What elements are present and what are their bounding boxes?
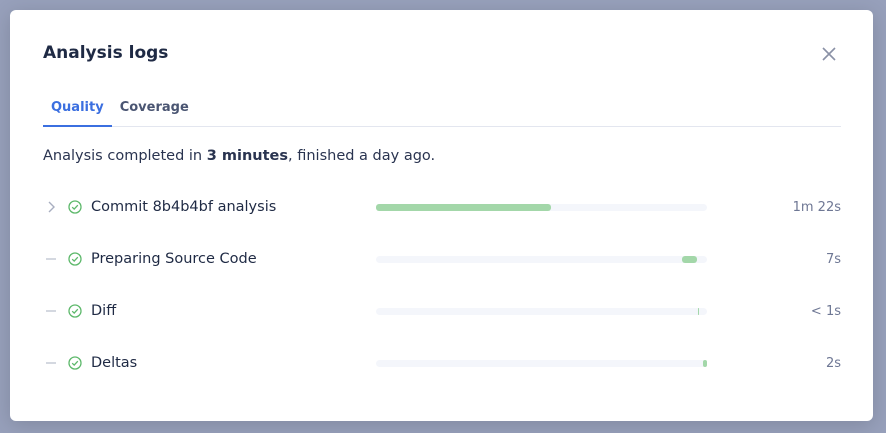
tab-bar: Quality Coverage [43, 96, 841, 127]
timeline-track [376, 203, 707, 211]
log-row: Preparing Source Code 7s [43, 247, 841, 271]
summary-suffix: , finished a day ago. [288, 148, 436, 164]
timeline-track [376, 307, 707, 315]
chevron-right-icon[interactable] [43, 199, 59, 215]
check-circle-icon [68, 200, 82, 214]
analysis-logs-modal: Analysis logs Quality Coverage Analysis … [10, 10, 873, 421]
timeline-track [376, 359, 707, 367]
log-row-label: Commit 8b4b4bf analysis [91, 199, 277, 215]
modal-title: Analysis logs [43, 43, 169, 63]
log-row-label: Deltas [91, 355, 138, 371]
tab-quality[interactable]: Quality [43, 96, 112, 127]
log-row[interactable]: Commit 8b4b4bf analysis 1m 22s [43, 195, 841, 219]
close-icon[interactable] [820, 45, 838, 63]
dash-icon [46, 310, 56, 312]
dash-icon [46, 362, 56, 364]
dash-icon [46, 258, 56, 260]
summary-duration: 3 minutes [206, 148, 288, 164]
log-row-label: Preparing Source Code [91, 251, 257, 267]
log-row-duration: < 1s [810, 303, 841, 319]
analysis-summary: Analysis completed in 3 minutes, finishe… [43, 148, 435, 164]
log-row-duration: 1m 22s [792, 199, 841, 215]
tab-coverage[interactable]: Coverage [119, 100, 189, 115]
timeline-track [376, 255, 707, 263]
timeline-bar [698, 307, 700, 315]
summary-prefix: Analysis completed in [43, 148, 207, 164]
check-circle-icon [68, 304, 82, 318]
log-row-duration: 2s [825, 355, 841, 371]
log-row: Deltas 2s [43, 351, 841, 375]
log-row: Diff < 1s [43, 299, 841, 323]
log-row-label: Diff [91, 303, 117, 319]
timeline-bar [681, 255, 697, 263]
timeline-bar [376, 203, 552, 211]
check-circle-icon [68, 252, 82, 266]
check-circle-icon [68, 356, 82, 370]
timeline-bar [703, 359, 707, 367]
log-row-duration: 7s [825, 251, 841, 267]
